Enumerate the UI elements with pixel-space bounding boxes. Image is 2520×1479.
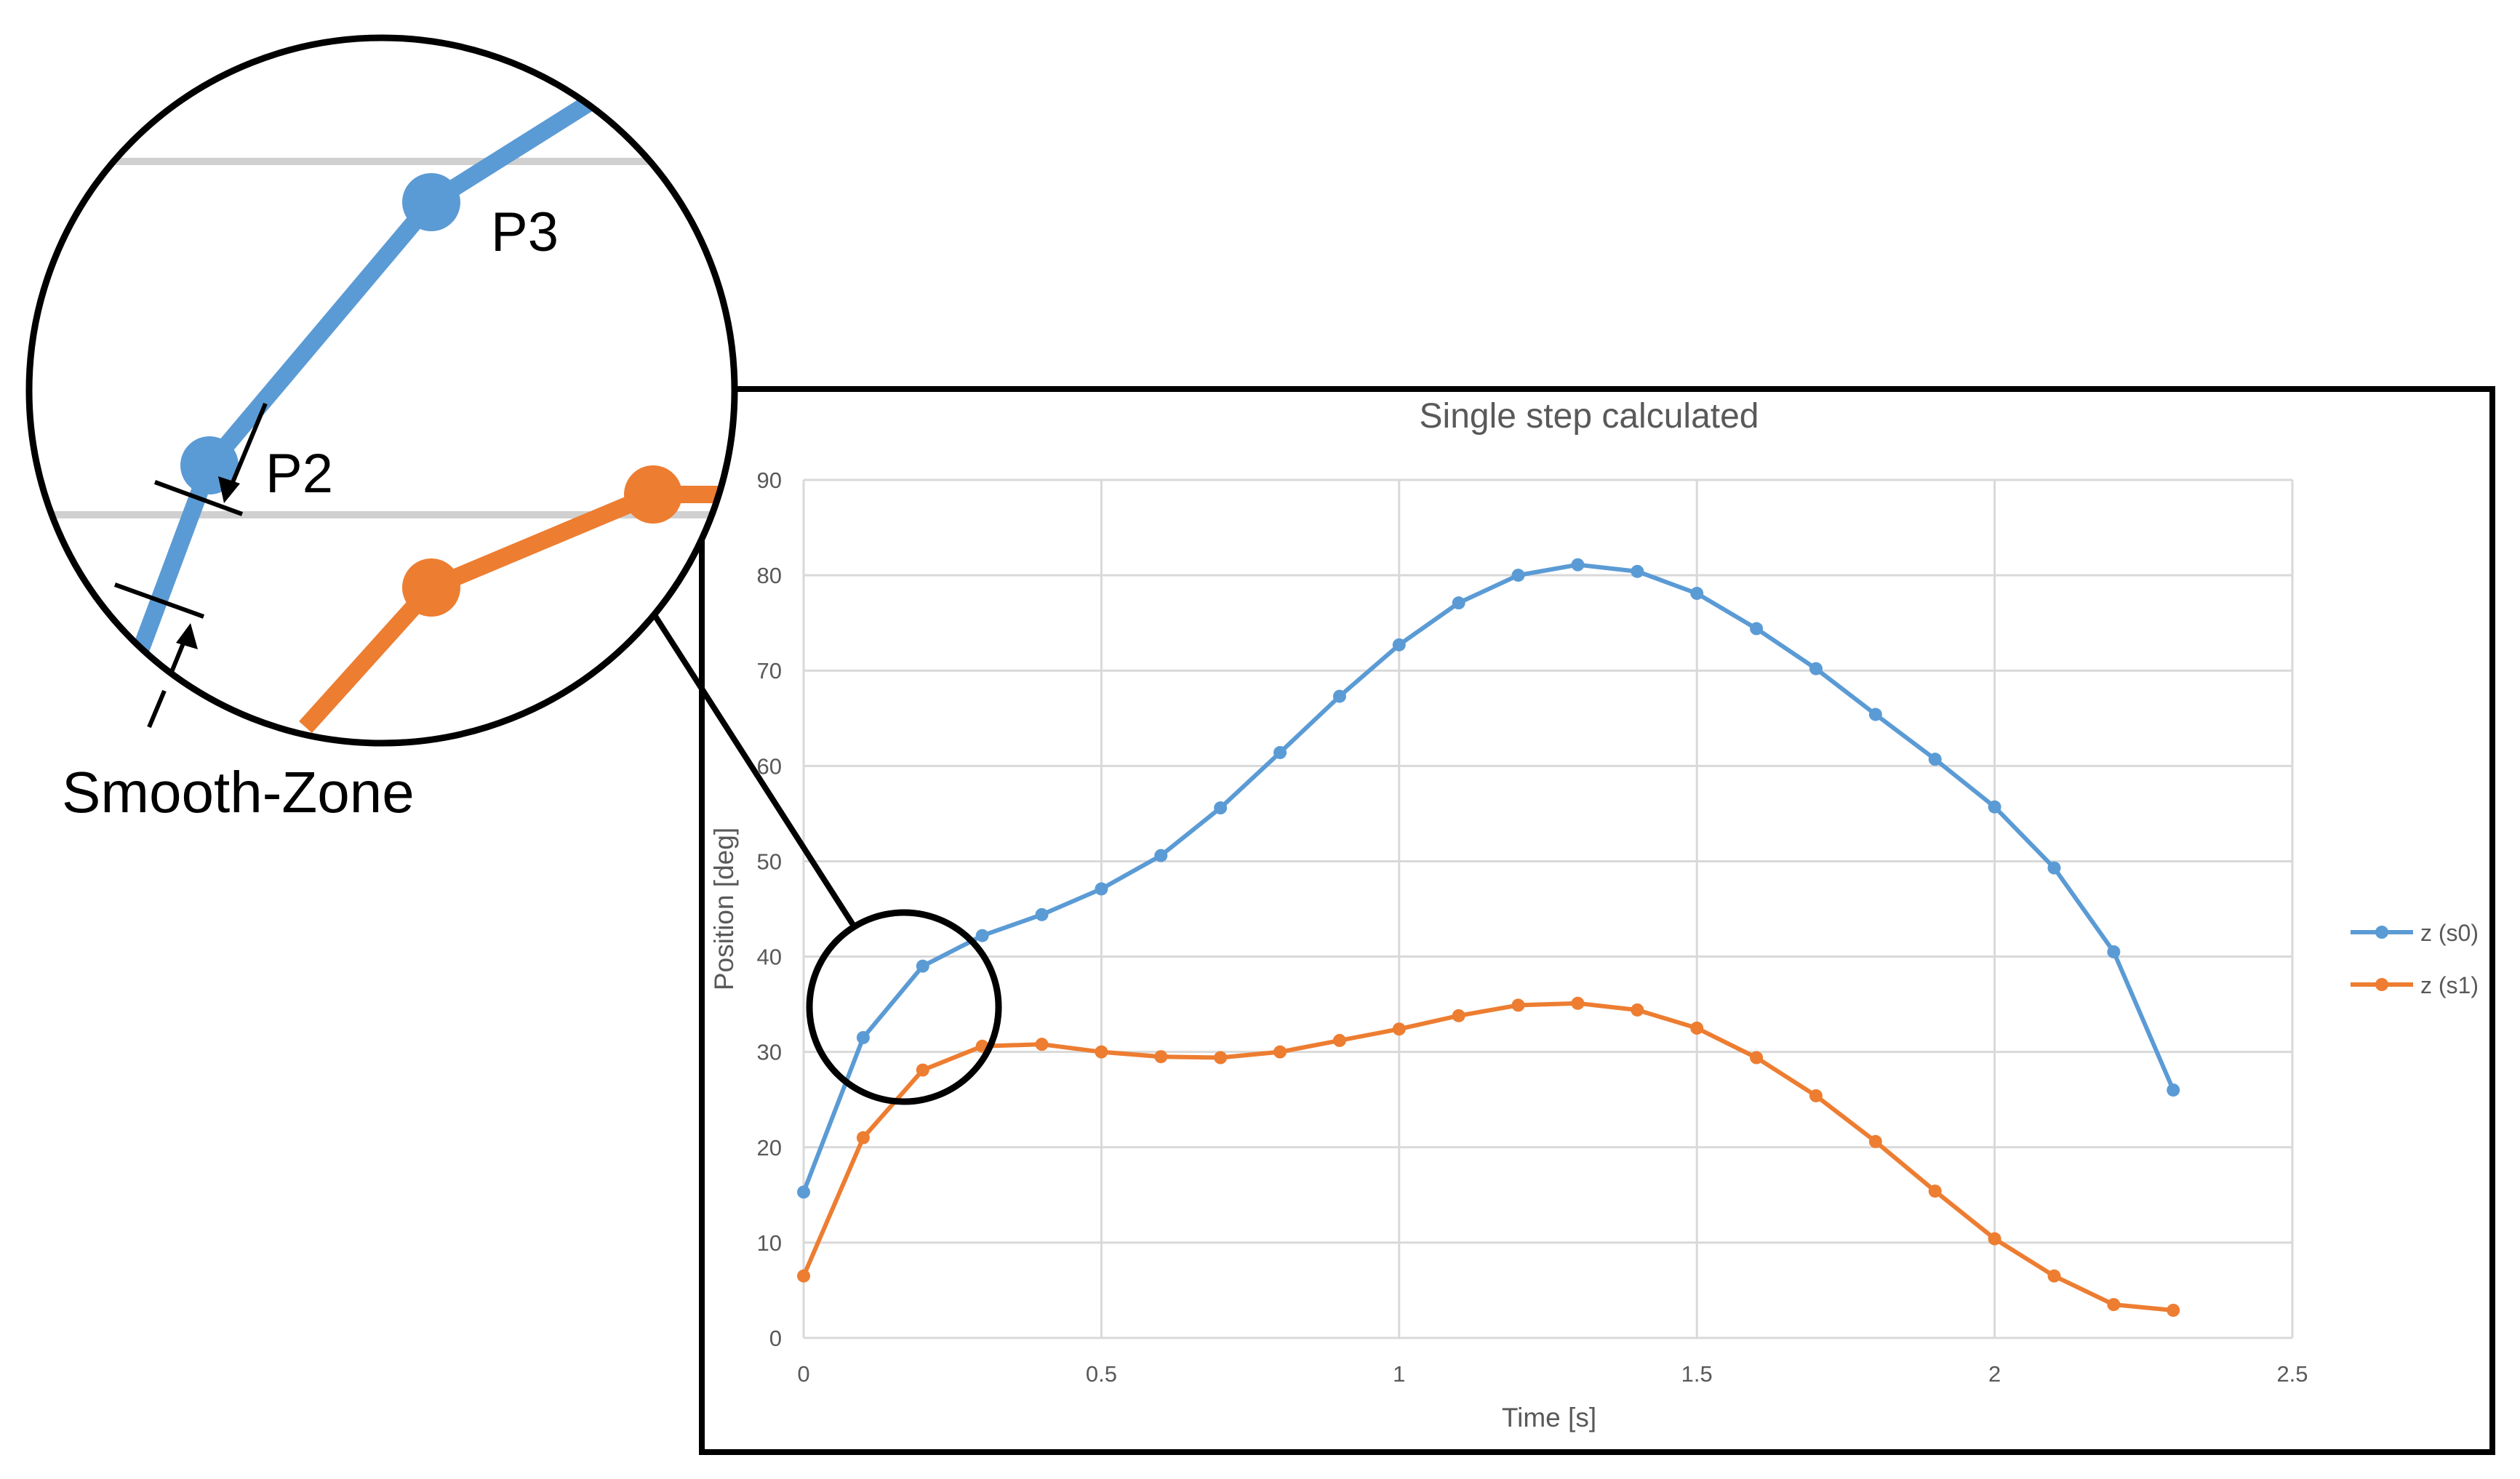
data-point-s1 <box>1332 1033 1346 1047</box>
data-point-s0 <box>1690 587 1704 601</box>
smooth-zone-label: Smooth-Zone <box>62 760 415 825</box>
data-point-s1 <box>1750 1051 1764 1065</box>
data-point-s0 <box>2107 945 2121 958</box>
y-tick-label: 80 <box>757 563 782 588</box>
legend-marker-s0 <box>2375 926 2388 939</box>
y-tick-label: 90 <box>757 468 782 493</box>
x-tick-label: 1 <box>1393 1361 1405 1387</box>
data-point-s0 <box>1511 569 1525 582</box>
zoom-inset-background <box>29 38 735 743</box>
smooth-zone-arrow-upper <box>225 402 268 496</box>
data-point-s1 <box>1452 1009 1465 1022</box>
data-point-s0 <box>1571 558 1585 572</box>
data-point-s1 <box>1868 1134 1882 1148</box>
data-point-s0 <box>1988 800 2001 814</box>
smooth-zone-tick-upper <box>153 480 244 516</box>
legend-label-s0: z (s0) <box>2420 920 2479 946</box>
y-tick-label: 70 <box>757 658 782 684</box>
zoom-point-p3 <box>402 173 460 231</box>
data-point-s0 <box>856 1031 870 1044</box>
chart-frame <box>699 386 2495 1455</box>
y-tick-label: 60 <box>757 753 782 779</box>
series-line-s1 <box>801 1001 2174 1312</box>
data-point-s0 <box>1452 596 1465 610</box>
data-point-s1 <box>1511 998 1525 1012</box>
data-point-s0 <box>975 929 989 942</box>
chart-title: Single step calculated <box>1420 397 1759 436</box>
data-point-s1 <box>1392 1022 1406 1036</box>
x-tick-label: 1.5 <box>1681 1361 1713 1387</box>
data-point-s0 <box>2167 1083 2180 1097</box>
zoom-label-p3: P3 <box>491 201 559 263</box>
data-point-s0 <box>1214 801 1228 815</box>
data-point-s0 <box>1095 882 1108 896</box>
zoom-connector-line <box>648 607 857 929</box>
data-point-s0 <box>1154 849 1168 862</box>
data-point-s1 <box>916 1063 929 1077</box>
highlight-circle <box>806 909 1002 1105</box>
zoom-point-s1-a <box>402 558 460 617</box>
x-tick-label: 2 <box>1988 1361 2001 1387</box>
data-point-s0 <box>1809 662 1823 676</box>
data-point-s1 <box>1631 1003 1644 1017</box>
data-point-s1 <box>2107 1298 2121 1312</box>
x-tick-label: 0.5 <box>1086 1361 1117 1387</box>
y-tick-label: 40 <box>757 945 782 970</box>
smooth-zone-tick-lower <box>113 582 205 619</box>
series-layer <box>797 558 2180 1317</box>
data-point-s0 <box>1332 689 1346 703</box>
data-point-s0 <box>916 959 929 973</box>
data-point-s1 <box>1154 1050 1168 1064</box>
zoom-label-p2: P2 <box>265 443 333 505</box>
data-point-s0 <box>1868 708 1882 721</box>
legend: z (s0) z (s1) <box>2351 920 2479 998</box>
y-tick-label: 50 <box>757 849 782 874</box>
x-tick-labels: 0 0.5 1 1.5 2 2.5 <box>797 1361 2308 1387</box>
data-point-s1 <box>1035 1038 1049 1051</box>
data-point-s0 <box>2047 861 2061 875</box>
x-tick-label: 2.5 <box>2276 1361 2308 1387</box>
smooth-zone-pointer <box>147 689 167 729</box>
data-point-s1 <box>1690 1021 1704 1035</box>
data-point-s1 <box>1214 1051 1228 1065</box>
data-point-s1 <box>1273 1045 1287 1059</box>
series-line-s0 <box>801 562 2175 1193</box>
data-point-s1 <box>1928 1185 1942 1198</box>
data-point-s1 <box>1095 1045 1108 1059</box>
gridlines <box>802 478 2294 1339</box>
data-point-s0 <box>1273 745 1287 759</box>
x-tick-label: 0 <box>797 1361 809 1387</box>
data-point-s1 <box>856 1131 870 1145</box>
y-tick-label: 10 <box>757 1230 782 1256</box>
data-point-s0 <box>1750 622 1764 636</box>
smooth-zone-arrowhead-upper <box>218 476 240 503</box>
legend-label-s1: z (s1) <box>2420 972 2479 998</box>
data-point-s1 <box>797 1269 810 1283</box>
zoom-point-s1-b <box>624 465 682 524</box>
data-point-s0 <box>1928 753 1942 766</box>
data-point-s1 <box>1988 1232 2001 1246</box>
data-point-s1 <box>1809 1089 1823 1102</box>
smooth-zone-arrowhead-lower <box>176 623 198 649</box>
y-tick-label: 20 <box>757 1135 782 1161</box>
y-axis-label: Position [deg] <box>709 827 739 990</box>
y-tick-labels: 0 10 20 30 40 50 60 70 80 90 <box>757 468 782 1351</box>
legend-marker-s1 <box>2375 978 2388 991</box>
data-point-s1 <box>1571 996 1585 1010</box>
x-axis-label: Time [s] <box>1502 1403 1596 1432</box>
data-point-s0 <box>1035 907 1049 921</box>
data-point-s1 <box>2167 1303 2180 1317</box>
data-point-s0 <box>797 1185 810 1199</box>
zoom-inset-border <box>25 34 738 747</box>
y-tick-label: 0 <box>769 1326 782 1351</box>
data-point-s1 <box>2047 1269 2061 1283</box>
y-tick-label: 30 <box>757 1040 782 1065</box>
data-point-s0 <box>1392 638 1406 652</box>
data-point-s0 <box>1631 564 1644 578</box>
